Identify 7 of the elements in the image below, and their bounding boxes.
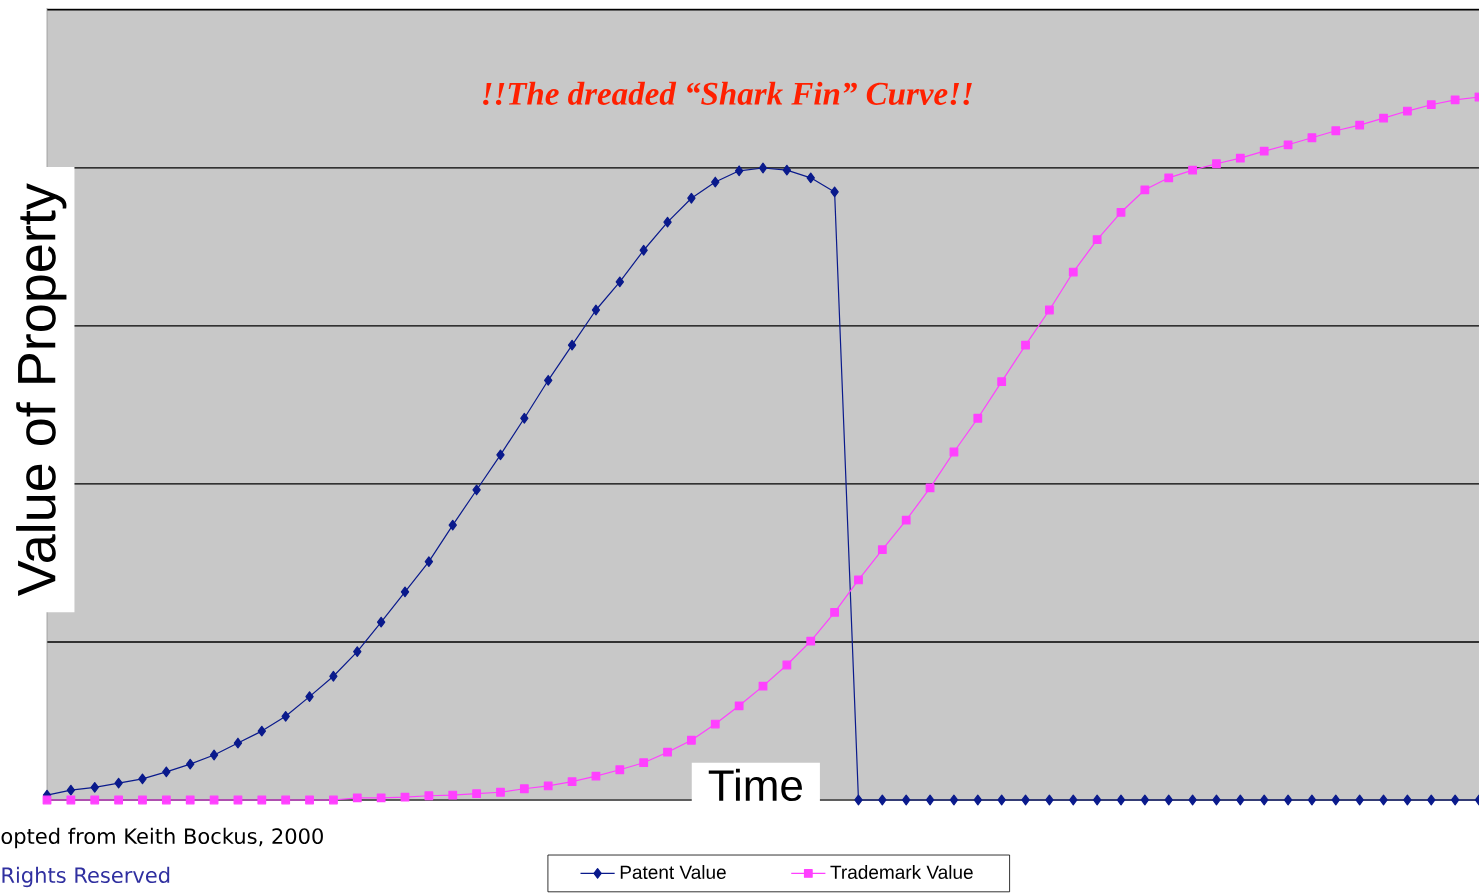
y-axis-title: Value of Property bbox=[16, 183, 67, 597]
text: opted from Keith Bockus, 2000 bbox=[1, 827, 323, 849]
x-axis-title: Time bbox=[708, 768, 802, 802]
legend-label: Trademark Value bbox=[830, 865, 973, 879]
legend-label: Patent Value bbox=[620, 865, 726, 879]
text: Rights Reserved bbox=[2, 866, 170, 888]
chart-title: !!The dreaded “Shark Fin” Curve!! bbox=[483, 81, 972, 106]
